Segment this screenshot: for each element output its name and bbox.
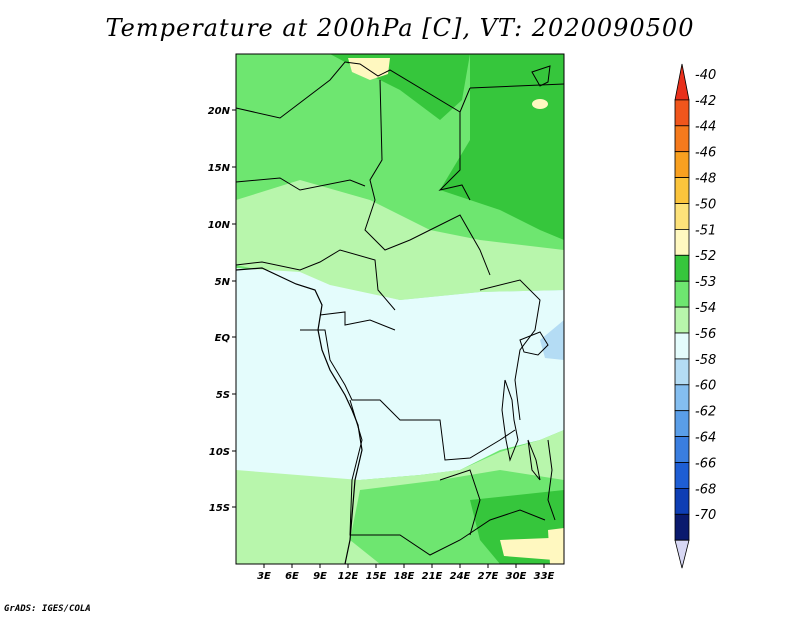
y-tick-label: 10S — [209, 447, 230, 458]
colorbar-label: -60 — [695, 379, 716, 394]
x-tick-label: 9E — [313, 571, 327, 582]
x-tick-label: 30E — [506, 571, 527, 582]
x-tick-label: 6E — [285, 571, 299, 582]
colorbar-swatch — [674, 384, 690, 412]
x-axis — [263, 564, 545, 568]
colorbar-swatch — [674, 462, 690, 489]
colorbar: -40 -42 -44 -46 -48 -50 -51 -52 -53 -54 -56 -58 -60 -… — [674, 63, 716, 569]
x-tick-label: 21E — [422, 571, 443, 582]
y-axis — [232, 109, 236, 508]
country-boundaries — [235, 61, 565, 556]
colorbar-label: -40 — [695, 68, 716, 83]
colorbar-swatch — [674, 99, 690, 127]
colorbar-swatch — [674, 358, 690, 386]
colorbar-swatch — [674, 539, 690, 569]
colorbar-swatch — [674, 63, 690, 101]
colorbar-swatch — [674, 203, 690, 230]
y-tick-label: EQ — [215, 333, 231, 344]
colorbar-label: -46 — [695, 146, 716, 161]
colorbar-swatch — [674, 332, 690, 360]
colorbar-label: -53 — [695, 275, 716, 290]
credit-text: GrADS: IGES/COLA — [4, 604, 91, 614]
coastline — [235, 267, 363, 565]
colorbar-label: -70 — [695, 508, 716, 523]
colorbar-swatch — [674, 151, 690, 178]
colorbar-label: -66 — [695, 456, 716, 471]
colorbar-label: -56 — [695, 327, 716, 342]
x-tick-label: 27E — [478, 571, 499, 582]
colorbar-label: -48 — [695, 172, 716, 187]
colorbar-swatch — [674, 513, 690, 541]
y-tick-label: 5N — [215, 277, 231, 288]
colorbar-swatch — [674, 228, 690, 256]
x-tick-labels: 3E 6E 9E 12E 15E 18E 21E 24E 27E 30E 33E — [257, 571, 554, 582]
colorbar-label: -50 — [695, 197, 716, 212]
lakes — [501, 65, 551, 481]
colorbar-swatch — [674, 177, 690, 204]
colorbar-label: -54 — [695, 301, 716, 316]
chart-title: Temperature at 200hPa [C], VT: 202009050… — [105, 14, 695, 42]
colorbar-label: -58 — [695, 353, 716, 368]
x-tick-label: 15E — [366, 571, 387, 582]
map-frame — [235, 53, 565, 565]
colorbar-label: -62 — [695, 405, 716, 420]
x-tick-label: 18E — [394, 571, 415, 582]
x-tick-label: 24E — [450, 571, 471, 582]
y-tick-label: 15N — [208, 163, 231, 174]
y-tick-label: 5S — [216, 390, 230, 401]
colorbar-swatch — [674, 410, 690, 438]
colorbar-swatch — [674, 280, 690, 308]
y-tick-label: 10N — [208, 220, 231, 231]
colorbar-label: -44 — [695, 120, 716, 135]
x-tick-label: 33E — [534, 571, 555, 582]
temperature-field — [236, 54, 564, 564]
colorbar-swatch — [674, 125, 690, 153]
colorbar-label: -51 — [695, 223, 716, 238]
colorbar-swatch — [674, 436, 690, 463]
colorbar-swatch — [674, 306, 690, 334]
colorbar-swatch — [674, 254, 690, 282]
y-tick-labels: 20N 15N 10N 5N EQ 5S 10S 15S — [208, 106, 231, 514]
colorbar-label: -42 — [695, 94, 716, 109]
colorbar-label: -52 — [695, 249, 716, 264]
x-tick-label: 3E — [257, 571, 271, 582]
colorbar-label: -68 — [695, 482, 716, 497]
y-tick-label: 15S — [209, 503, 230, 514]
colorbar-label: -64 — [695, 431, 716, 446]
x-tick-label: 12E — [338, 571, 359, 582]
y-tick-label: 20N — [208, 106, 231, 117]
colorbar-swatch — [674, 487, 690, 515]
